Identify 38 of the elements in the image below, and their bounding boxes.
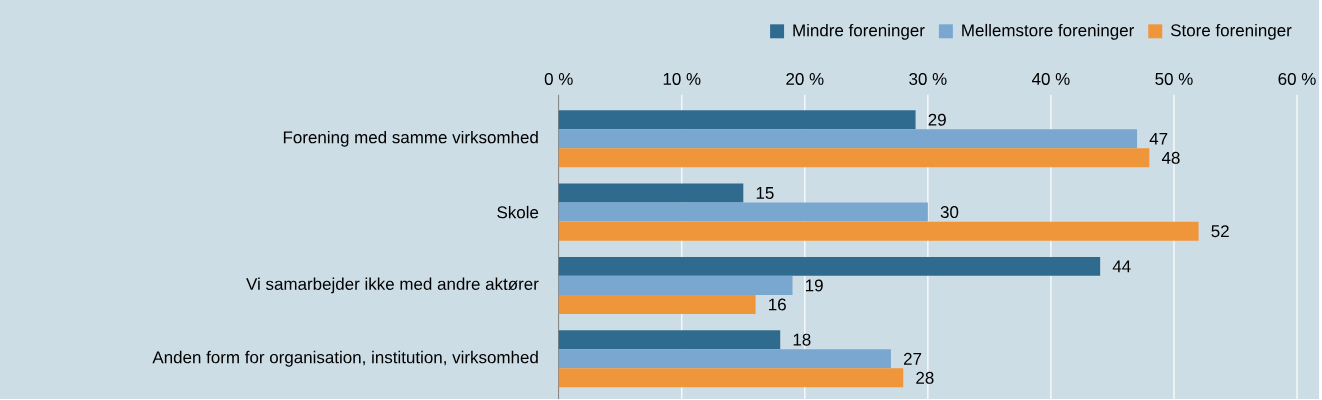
x-tick-label: 30 % [909, 73, 947, 86]
y-tick-label: Vi samarbejder ikke med andre aktører [246, 277, 539, 294]
x-tick-label: 60 % [1278, 73, 1316, 86]
data-label: 18 [793, 333, 811, 346]
bar [558, 148, 1150, 168]
data-label: 44 [1112, 260, 1131, 273]
bar [558, 202, 928, 222]
data-label: 15 [756, 187, 774, 200]
x-tick-label: 20 % [786, 73, 824, 86]
y-tick-label: Anden form for organisation, institution, virksomhed [152, 351, 538, 367]
bar [558, 368, 904, 388]
x-tick-label: 10 % [663, 73, 701, 86]
bar [558, 257, 1101, 276]
bar [558, 221, 1199, 241]
bar [558, 295, 756, 315]
bar [558, 330, 781, 350]
bar [558, 349, 891, 369]
y-tick-label: Skole [497, 206, 539, 219]
data-label: 29 [928, 113, 946, 126]
bar [558, 183, 744, 203]
data-label: 48 [1161, 151, 1180, 165]
data-label: 27 [903, 352, 922, 365]
bar [558, 129, 1138, 149]
data-label: 19 [805, 279, 823, 292]
data-label: 47 [1149, 133, 1168, 145]
bar [558, 110, 916, 130]
bar [558, 276, 793, 296]
x-tick-label: 0 % [544, 73, 573, 86]
legend-label: Mindre foreninger [793, 24, 925, 40]
x-tick-label: 40 % [1031, 73, 1070, 86]
legend-label: Store foreninger [1170, 24, 1292, 40]
y-tick-label: Forening med samme virksomhed [283, 131, 538, 147]
data-label: 30 [940, 206, 959, 219]
legend-label: Mellemstore foreninger [962, 24, 1134, 40]
x-tick-label: 50 % [1155, 73, 1193, 86]
data-label: 28 [916, 371, 934, 384]
data-label: 52 [1211, 225, 1229, 238]
data-label: 16 [769, 298, 786, 311]
